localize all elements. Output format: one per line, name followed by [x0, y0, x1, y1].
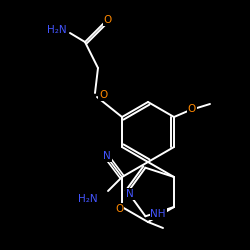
- Text: N: N: [103, 152, 111, 162]
- Text: N: N: [126, 189, 134, 199]
- Text: O: O: [99, 90, 107, 100]
- Text: H₂N: H₂N: [47, 25, 67, 35]
- Text: NH: NH: [150, 209, 166, 219]
- Text: O: O: [104, 15, 112, 25]
- Text: O: O: [115, 204, 123, 214]
- Text: H₂N: H₂N: [78, 194, 98, 204]
- Text: O: O: [188, 104, 196, 114]
